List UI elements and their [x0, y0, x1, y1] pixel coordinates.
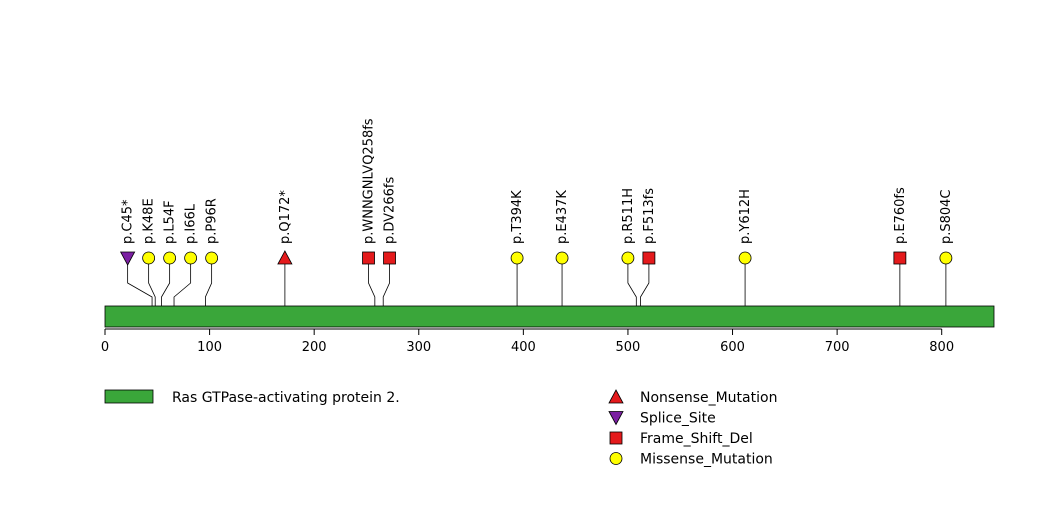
mutation-label: p.C45* [121, 199, 136, 244]
mutation-label: p.E437K [555, 190, 570, 244]
mutation-marker [893, 251, 907, 265]
legend-domain-swatch [104, 389, 154, 404]
mutation-stem [640, 258, 650, 306]
mutation-marker [383, 251, 396, 265]
legend-label: Frame_Shift_Del [640, 431, 753, 447]
x-tick-label: 500 [616, 340, 641, 355]
legend-marker [609, 431, 623, 445]
mutation-marker [510, 251, 524, 265]
mutation-stem [627, 258, 637, 306]
mutation-marker [205, 251, 219, 265]
mutation-marker [163, 251, 177, 265]
x-tick-label: 400 [511, 340, 536, 355]
mutation-stem [368, 258, 376, 306]
legend-domain-label: Ras GTPase-activating protein 2. [172, 390, 400, 406]
legend-label: Splice_Site [640, 411, 716, 427]
mutation-markers [119, 250, 953, 266]
mutation-marker [738, 251, 752, 265]
domain-bar [104, 305, 995, 328]
legend-marker [608, 389, 624, 404]
mutation-labels: p.C45* p.K48E p.L54F p.I66L p.P96R p.Q172* p.W… [121, 118, 954, 244]
mutation-stems [127, 258, 947, 306]
mutation-label: p.Q172* [278, 190, 293, 244]
legend-marker [608, 411, 624, 426]
mutation-stem [382, 258, 390, 306]
mutation-label: p.R511H [621, 188, 636, 244]
mutation-marker [362, 251, 375, 265]
mutation-label: p.S804C [939, 189, 954, 244]
mutation-stem [173, 258, 192, 306]
mutation-marker [939, 251, 953, 265]
mutation-marker [142, 251, 156, 265]
mutation-label: p.P96R [205, 198, 220, 244]
mutation-marker [642, 251, 656, 265]
x-tick-label: 200 [302, 340, 327, 355]
legend: Ras GTPase-activating protein 2. Nonsense… [104, 389, 777, 468]
x-axis: 0 100 200 300 400 500 600 700 800 [101, 328, 954, 355]
mutation-label: p.DV266fs [383, 177, 398, 244]
mutation-marker [277, 250, 293, 265]
x-tick-label: 300 [406, 340, 431, 355]
mutation-label: p.I66L [184, 203, 199, 244]
protein-track [104, 305, 995, 328]
mutation-label: p.T394K [510, 190, 525, 244]
x-tick-label: 700 [825, 340, 850, 355]
mutation-label: p.F513fs [642, 188, 657, 244]
mutation-label: p.E760fs [893, 187, 908, 244]
mutation-label: p.WNNGNLVQ258fs [362, 118, 377, 244]
mutation-marker [119, 251, 136, 266]
mutation-label: p.K48E [142, 198, 157, 244]
x-tick-label: 0 [101, 340, 109, 355]
x-tick-label: 100 [197, 340, 222, 355]
mutation-label: p.L54F [163, 200, 178, 244]
mutation-stem [148, 258, 156, 306]
mutation-marker [621, 251, 635, 265]
mutation-marker [184, 251, 198, 265]
x-tick-label: 600 [720, 340, 745, 355]
legend-label: Nonsense_Mutation [640, 390, 777, 406]
legend-marker [609, 452, 623, 465]
mutation-stem [205, 258, 213, 306]
mutation-stem [161, 258, 171, 306]
mutation-stem [127, 258, 153, 306]
x-tick-label: 800 [929, 340, 954, 355]
mutation-label: p.Y612H [738, 189, 753, 244]
legend-label: Missense_Mutation [640, 452, 773, 468]
mutation-marker [555, 251, 569, 265]
